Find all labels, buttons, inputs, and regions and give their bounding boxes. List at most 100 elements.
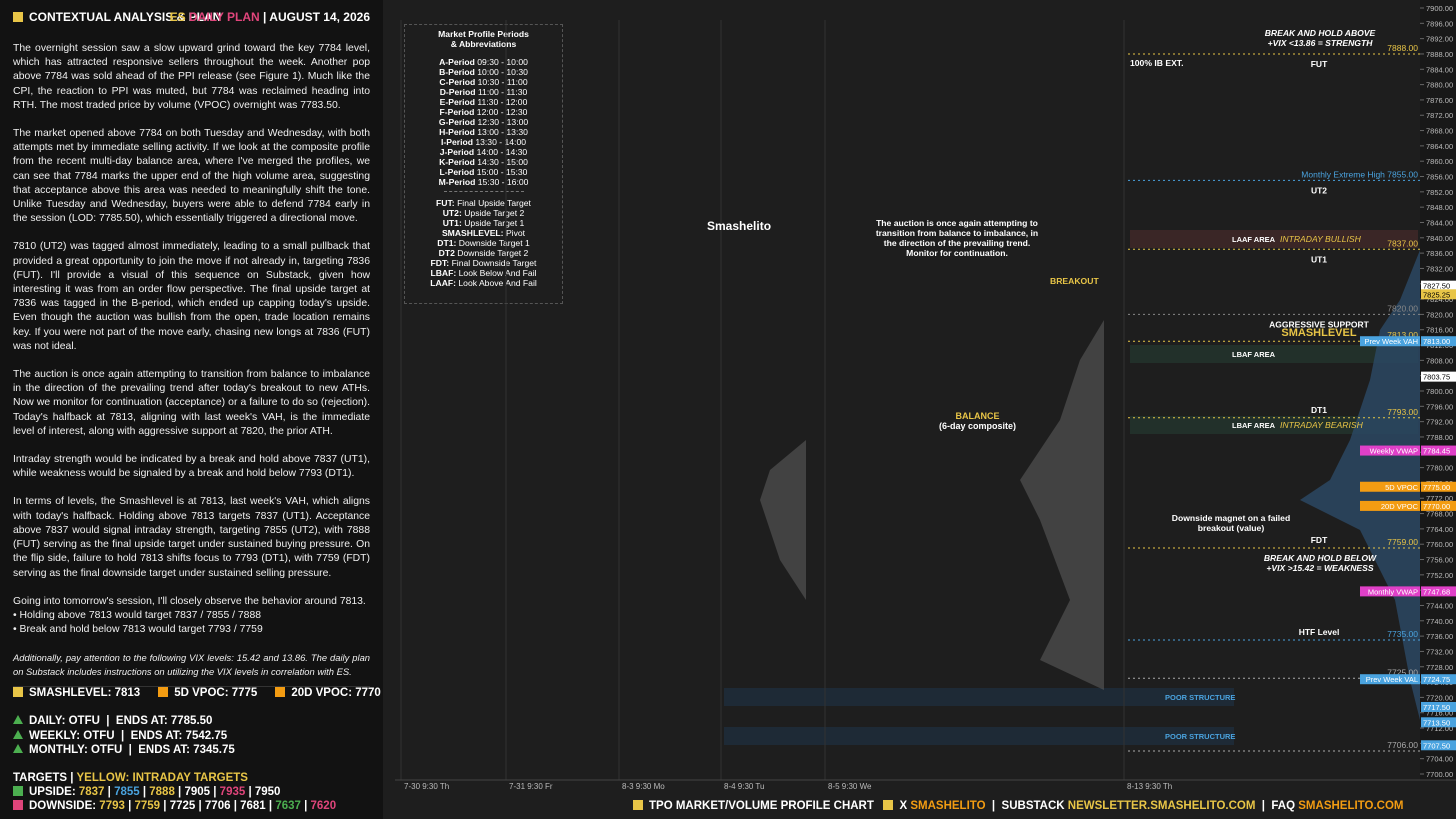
- period-row: K-Period 14:30 - 15:00: [405, 157, 562, 167]
- y-tick-label: 7864.00: [1426, 142, 1453, 151]
- breakout: BREAKOUT: [1050, 276, 1099, 286]
- period-text: 12:00 - 12:30: [476, 107, 528, 117]
- y-tick-label: 7900.00: [1426, 4, 1453, 13]
- laaf: LAAF AREA: [1232, 235, 1276, 244]
- y-tick-label: 7880.00: [1426, 81, 1453, 90]
- axis-tag: [1421, 280, 1456, 291]
- period-row: C-Period 10:30 - 11:00: [405, 77, 562, 87]
- upside-targets: UPSIDE: 7837 | 7855 | 7888 | 7905 | 7935…: [13, 786, 280, 798]
- axis-tag-label: 7775.00: [1423, 483, 1450, 492]
- y-tick-label: 7756.00: [1426, 556, 1453, 565]
- level-price: Monthly Extreme High 7855.00: [1301, 169, 1418, 179]
- y-tick-label: 7728.00: [1426, 663, 1453, 672]
- session-label: 7-31 9:30 Fr: [509, 782, 553, 791]
- y-tick-label: 7848.00: [1426, 203, 1453, 212]
- axis-tag: [1421, 717, 1456, 728]
- axis-tag-label: 7707.50: [1423, 741, 1450, 750]
- period-text: Look Below And Fail: [458, 268, 537, 278]
- period-text: 12:30 - 13:00: [477, 117, 529, 127]
- y-tick-label: 7740.00: [1426, 617, 1453, 626]
- target: 7759: [134, 800, 161, 812]
- period-text: Upside Target 1: [464, 218, 525, 228]
- panel-header: CONTEXTUAL ANALYSIS & PLAN: [13, 10, 221, 24]
- period-key: FDT:: [430, 258, 450, 268]
- period-row: M-Period 15:30 - 16:00: [405, 177, 562, 187]
- axis-tag-label: 7747.68: [1423, 587, 1450, 596]
- status-line: WEEKLY: OTFU | ENDS AT: 7542.75: [13, 729, 228, 742]
- separator: |: [265, 800, 276, 812]
- footer-chart: TPO MARKET/VOLUME PROFILE CHART: [649, 800, 874, 812]
- y-tick-label: 7876.00: [1426, 96, 1453, 105]
- session-label: 8-13 9:30 Th: [1127, 782, 1172, 791]
- plan-date: AUGUST 14, 2026: [269, 10, 370, 24]
- period-text: 14:00 - 14:30: [476, 147, 528, 157]
- plan-header: ES DAILY PLAN | AUGUST 14, 2026: [169, 10, 370, 24]
- paragraph: The auction is once again attempting to …: [13, 369, 370, 437]
- period-text: Downside Target 2: [457, 248, 529, 258]
- period-row: I-Period 13:30 - 14:00: [405, 137, 562, 147]
- axis-tag-name-box: [1360, 445, 1420, 456]
- level-name: FDT: [1311, 535, 1328, 545]
- axis-tag-label: 7827.50: [1423, 282, 1450, 291]
- period-row: A-Period 09:30 - 10:00: [405, 57, 562, 67]
- targets-note: YELLOW: INTRADAY TARGETS: [76, 772, 248, 784]
- y-tick-label: 7808.00: [1426, 356, 1453, 365]
- period-text: 10:30 - 11:00: [477, 77, 528, 87]
- level-price: 7759.00: [1387, 537, 1418, 547]
- period-text: 13:00 - 13:30: [477, 127, 528, 137]
- level-name: DT1: [1311, 405, 1327, 415]
- period-row: LBAF: Look Below And Fail: [405, 268, 562, 278]
- period-key: E-Period: [439, 97, 475, 107]
- status-text: WEEKLY: OTFU | ENDS AT: 7542.75: [29, 729, 228, 742]
- separator: |: [230, 800, 241, 812]
- axis-tag: [1421, 740, 1456, 751]
- periods-list: A-Period 09:30 - 10:00 B-Period 10:00 - 1…: [405, 57, 562, 187]
- y-tick-label: 7720.00: [1426, 693, 1453, 702]
- axis-tag-name: Monthly VWAP: [1368, 587, 1418, 596]
- footer-faq-url: SMASHELITO.COM: [1298, 800, 1404, 812]
- paragraph: In terms of levels, the Smashlevel is at…: [13, 496, 370, 579]
- level-name: HTF Level: [1299, 627, 1340, 637]
- separator: |: [210, 786, 220, 798]
- period-text: Downside Target 1: [458, 238, 530, 248]
- key-level-text: SMASHLEVEL: 7813: [29, 687, 141, 699]
- level-price: 7793.00: [1387, 407, 1418, 417]
- period-row: UT2: Upside Target 2: [405, 208, 562, 218]
- status-arrow: [13, 729, 23, 739]
- footer: TPO MARKET/VOLUME PROFILE CHART X SMASHE…: [633, 800, 1403, 812]
- period-text: 11:00 - 11:30: [477, 87, 528, 97]
- period-key: DT1:: [437, 238, 457, 248]
- y-tick-label: 7788.00: [1426, 433, 1453, 442]
- level-price: 7813.00: [1387, 330, 1418, 340]
- key-levels: SMASHLEVEL: 7813 5D VPOC: 7775 20D VPOC: 7…: [13, 687, 399, 699]
- header-title: CONTEXTUAL ANALYSIS & PLAN: [29, 10, 222, 24]
- separator: |: [124, 800, 135, 812]
- level-name: SMASHLEVEL: [1281, 327, 1356, 339]
- axis-tag: [1421, 289, 1456, 300]
- y-tick-label: 7732.00: [1426, 647, 1453, 656]
- period-key: DT2: [438, 248, 455, 258]
- downside-targets: DOWNSIDE: 7793 | 7759 | 7725 | 7706 | 76…: [13, 800, 336, 812]
- period-row: H-Period 13:00 - 13:30: [405, 127, 562, 137]
- axis-tag: [1421, 500, 1456, 511]
- axis-tag-name-box: [1360, 336, 1420, 347]
- period-text: 11:30 - 12:00: [477, 97, 528, 107]
- paragraph: Going into tomorrow's session, I'll clos…: [13, 595, 366, 636]
- axis-tag-label: 7724.75: [1423, 675, 1450, 684]
- period-key: A-Period: [439, 57, 475, 67]
- y-tick-label: 7840.00: [1426, 234, 1453, 243]
- period-key: D-Period: [439, 87, 476, 97]
- axis-tag: [1421, 371, 1456, 382]
- key-level-text: 5D VPOC: 7775: [174, 687, 258, 699]
- axis-tag-name: 5D VPOC: [1385, 483, 1419, 492]
- status-line: MONTHLY: OTFU | ENDS AT: 7345.75: [13, 744, 235, 756]
- y-tick-label: 7820.00: [1426, 310, 1453, 319]
- y-tick-label: 7856.00: [1426, 173, 1453, 182]
- period-text: Pivot: [505, 228, 526, 238]
- key-level: 20D VPOC: 7770: [275, 687, 381, 699]
- level-price: 7735.00: [1387, 629, 1418, 639]
- level-price: 7888.00: [1387, 43, 1418, 53]
- y-tick-label: 7712.00: [1426, 724, 1453, 733]
- period-row: L-Period 15:00 - 15:30: [405, 167, 562, 177]
